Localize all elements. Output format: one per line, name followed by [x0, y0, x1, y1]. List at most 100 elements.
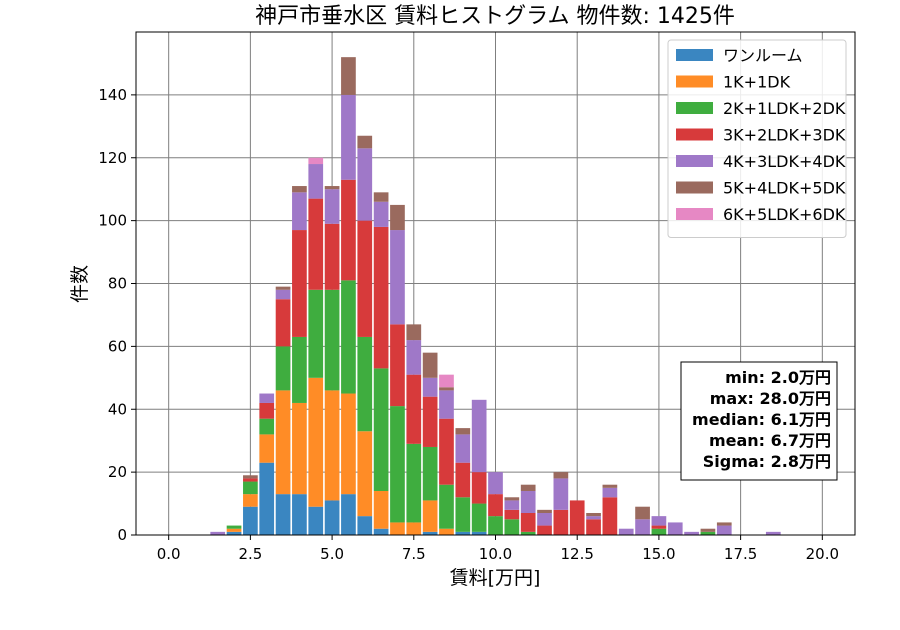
bar-segment	[259, 462, 275, 535]
bar-segment	[537, 512, 552, 526]
legend-label: 6K+5LDK+6DK	[723, 205, 846, 224]
bar-segment	[308, 198, 324, 290]
bar-segment	[308, 377, 324, 507]
bar-segment	[406, 522, 422, 535]
bar-segment	[226, 525, 242, 529]
bar-segment	[275, 346, 291, 391]
bar-segment	[422, 446, 438, 501]
bar-segment	[520, 531, 536, 535]
legend: ワンルーム 1K+1DK 2K+1LDK+2DK 3K+2LDK+3DK 4K+3LDK…	[667, 39, 847, 238]
bar-segment	[422, 500, 438, 532]
legend-label: ワンルーム	[723, 46, 803, 65]
bar-segment	[569, 500, 585, 535]
bar-segment	[243, 478, 258, 482]
bar-segment	[439, 390, 454, 419]
x-tick-label: 12.5	[561, 545, 594, 563]
bar-segment	[716, 522, 732, 526]
bar-segment	[226, 531, 242, 535]
bar-segment	[324, 189, 340, 224]
legend-label: 5K+4LDK+5DK	[723, 179, 846, 198]
bar-segment	[667, 522, 683, 535]
bar-segment	[716, 525, 732, 535]
legend-swatch	[676, 128, 713, 141]
x-tick-label: 17.5	[724, 545, 757, 563]
bar-segment	[226, 528, 242, 532]
bar-segment	[390, 522, 405, 535]
bar-segment	[357, 516, 373, 535]
x-tick-label: 0.0	[157, 545, 181, 563]
bar-segment	[537, 509, 552, 513]
x-tick-label: 2.5	[238, 545, 262, 563]
bar-segment	[275, 286, 291, 290]
bar-segment	[341, 280, 356, 394]
bar-segment	[553, 478, 569, 510]
bar-segment	[439, 528, 454, 535]
bar-segment	[504, 519, 520, 535]
bar-segment	[324, 289, 340, 391]
stats-line: mean: 6.7万円	[709, 431, 831, 450]
y-tick-label: 0	[117, 526, 127, 544]
bar-segment	[422, 396, 438, 447]
bar-segment	[308, 164, 324, 199]
grid-lines	[136, 32, 855, 536]
bar-segment	[602, 484, 618, 488]
bar-segment	[488, 472, 503, 495]
bar-segment	[390, 406, 405, 523]
bar-segment	[243, 475, 258, 479]
bar-segment	[586, 512, 601, 517]
bar-segment	[455, 497, 471, 532]
legend-label: 2K+1LDK+2DK	[723, 99, 846, 118]
y-tick-label: 140	[98, 86, 127, 104]
bar-segment	[324, 223, 340, 290]
bar-segment	[390, 324, 405, 407]
y-tick-label: 20	[108, 463, 127, 481]
bar-segment	[357, 431, 373, 517]
legend-label: 1K+1DK	[723, 73, 791, 92]
bar-segment	[373, 528, 389, 535]
legend-swatch	[676, 102, 713, 114]
bar-segment	[373, 368, 389, 491]
bar-segment	[292, 192, 307, 231]
bar-segment	[243, 494, 258, 507]
bars	[210, 57, 781, 535]
bar-segment	[341, 57, 356, 95]
bar-segment	[341, 94, 356, 180]
bar-segment	[586, 516, 601, 520]
bar-segment	[504, 497, 520, 501]
bar-segment	[308, 506, 324, 535]
x-axis-label: 賃料[万円]	[450, 567, 541, 589]
bar-segment	[700, 531, 716, 535]
bar-segment	[373, 192, 389, 202]
bar-segment	[553, 509, 569, 535]
bar-segment	[259, 402, 275, 419]
bar-segment	[455, 462, 471, 498]
x-tick-label: 20.0	[806, 545, 839, 563]
bar-segment	[439, 387, 454, 391]
bar-segment	[455, 434, 471, 463]
bar-segment	[765, 531, 781, 535]
bar-segment	[651, 516, 667, 526]
bar-segment	[471, 399, 487, 473]
bar-segment	[504, 500, 520, 510]
bar-segment	[243, 506, 258, 535]
legend-swatch	[676, 49, 713, 61]
bar-segment	[259, 393, 275, 403]
chart-title: 神戸市垂水区 賃料ヒストグラム 物件数: 1425件	[255, 4, 735, 29]
bar-segment	[602, 487, 618, 498]
bar-segment	[292, 186, 307, 193]
bar-segment	[455, 428, 471, 435]
y-tick-label: 40	[108, 400, 127, 418]
bar-segment	[439, 418, 454, 485]
legend-label: 4K+3LDK+4DK	[723, 152, 846, 171]
bar-segment	[471, 531, 487, 535]
bar-segment	[422, 377, 438, 397]
y-tick-label: 120	[98, 149, 127, 167]
bar-segment	[439, 374, 454, 388]
axis-ticks: 0.0 2.5 5.0 7.5 10.0 12.5 15.0 17.5 20.0 0 20 40 60 8…	[98, 86, 839, 563]
bar-segment	[341, 393, 356, 495]
stats-line: max: 28.0万円	[710, 389, 831, 408]
legend-swatch	[676, 75, 713, 88]
x-tick-label: 5.0	[320, 545, 344, 563]
bar-segment	[292, 336, 307, 403]
